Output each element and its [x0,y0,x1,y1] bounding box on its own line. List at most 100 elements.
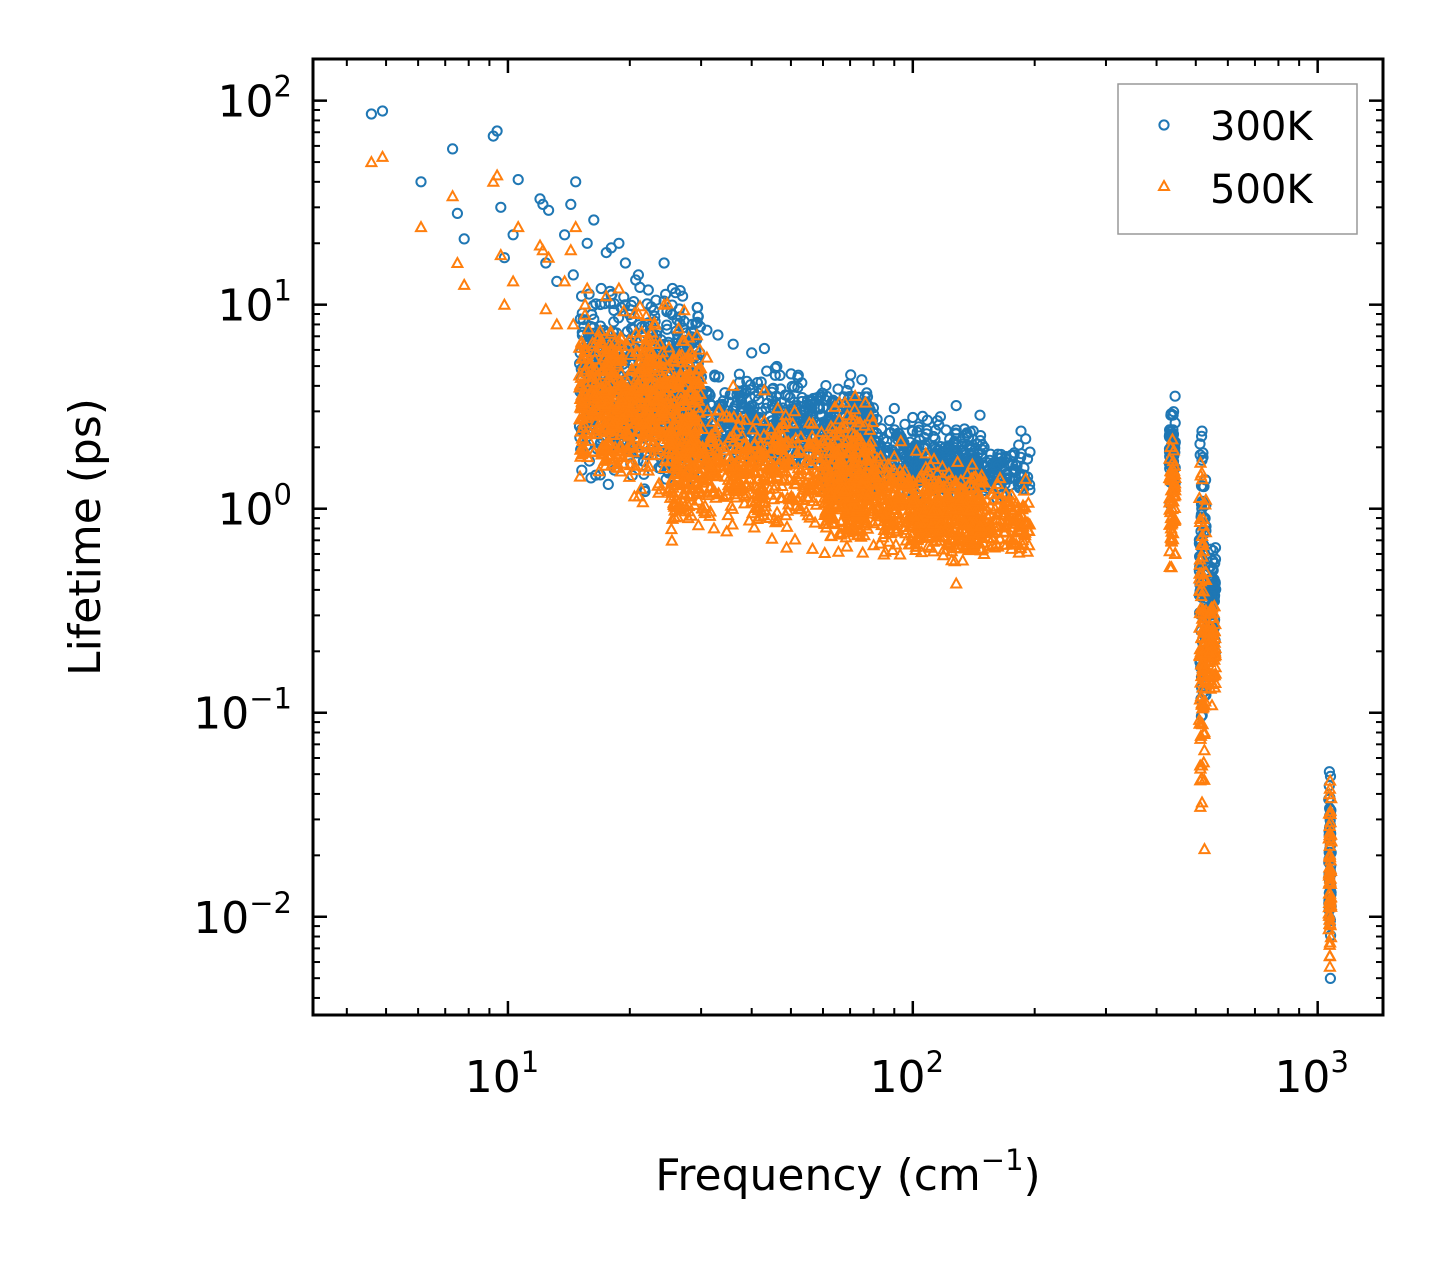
data-point [832,395,846,408]
data-point [950,400,962,412]
data-point [806,494,820,507]
data-point [1196,430,1208,442]
data-point [956,553,970,566]
data-point [1195,758,1209,771]
data-point [874,482,888,495]
data-point [993,531,1007,544]
data-point [569,220,583,233]
data-point [762,470,776,483]
data-point [598,383,612,396]
data-point [779,458,794,471]
data-point [605,418,619,431]
data-point [486,174,500,187]
data-point [602,389,616,402]
data-point [648,304,660,317]
data-point [539,302,553,315]
data-point [606,427,621,440]
data-point [977,546,991,559]
data-point [491,125,503,137]
data-point [670,509,685,522]
data-point [691,518,706,531]
data-point [1020,433,1032,445]
data-point [879,518,893,531]
data-point [788,532,802,545]
data-point [921,530,936,543]
data-point [779,408,793,421]
data-point [823,443,838,456]
data-point [749,413,764,426]
data-point [950,454,965,467]
data-point [709,371,721,383]
data-point [619,257,632,269]
data-point [609,354,624,367]
data-point [543,204,555,216]
data-point [865,504,880,517]
data-point [791,466,805,479]
data-point [733,368,746,380]
data-point [927,452,941,465]
data-point [677,290,689,302]
data-point [655,352,670,365]
data-point [980,508,994,521]
data-point [821,492,836,505]
data-point [818,545,832,558]
data-point [964,542,979,555]
data-point [764,421,778,434]
data-point [826,428,840,441]
data-point [833,527,847,540]
data-point [832,455,846,468]
data-point [898,437,910,449]
data-point [1021,516,1035,529]
data-point [706,433,720,446]
data-point [573,469,587,482]
data-point [1199,564,1213,577]
data-point [1194,689,1208,702]
data-point [655,389,670,402]
data-point [415,176,427,188]
data-point [621,405,635,418]
data-point [899,418,911,430]
data-point [838,419,852,432]
data-point [785,436,799,449]
data-point [839,521,854,534]
data-point [725,501,740,514]
data-point [850,499,864,512]
data-point [881,457,895,470]
data-point [888,448,901,460]
data-point [989,512,1003,525]
data-point [574,335,589,348]
data-point [884,427,897,439]
data-point [791,501,806,514]
data-point [751,430,765,443]
data-point [956,471,968,483]
data-point [745,506,760,519]
data-point [858,395,873,408]
data-point [859,391,871,403]
data-point [771,401,785,414]
data-point [637,389,651,402]
data-point [1166,454,1180,467]
data-point [978,441,990,453]
data-point [1323,781,1337,794]
data-point [602,447,616,460]
data-point [612,281,626,294]
data-point [654,482,668,495]
data-point [745,446,759,459]
data-point [810,467,824,480]
data-point [784,489,799,502]
data-point [796,482,810,495]
data-point [945,471,959,484]
data-point [587,388,601,401]
data-point [633,354,647,367]
data-point [855,450,870,463]
data-point [1167,489,1181,502]
data-point [613,237,625,249]
data-point [633,360,648,373]
data-point [1019,471,1033,484]
data-point [541,250,556,263]
data-point [757,496,771,509]
data-point [1322,922,1336,935]
data-point [840,434,854,447]
data-point [490,168,504,181]
data-point [570,176,582,188]
